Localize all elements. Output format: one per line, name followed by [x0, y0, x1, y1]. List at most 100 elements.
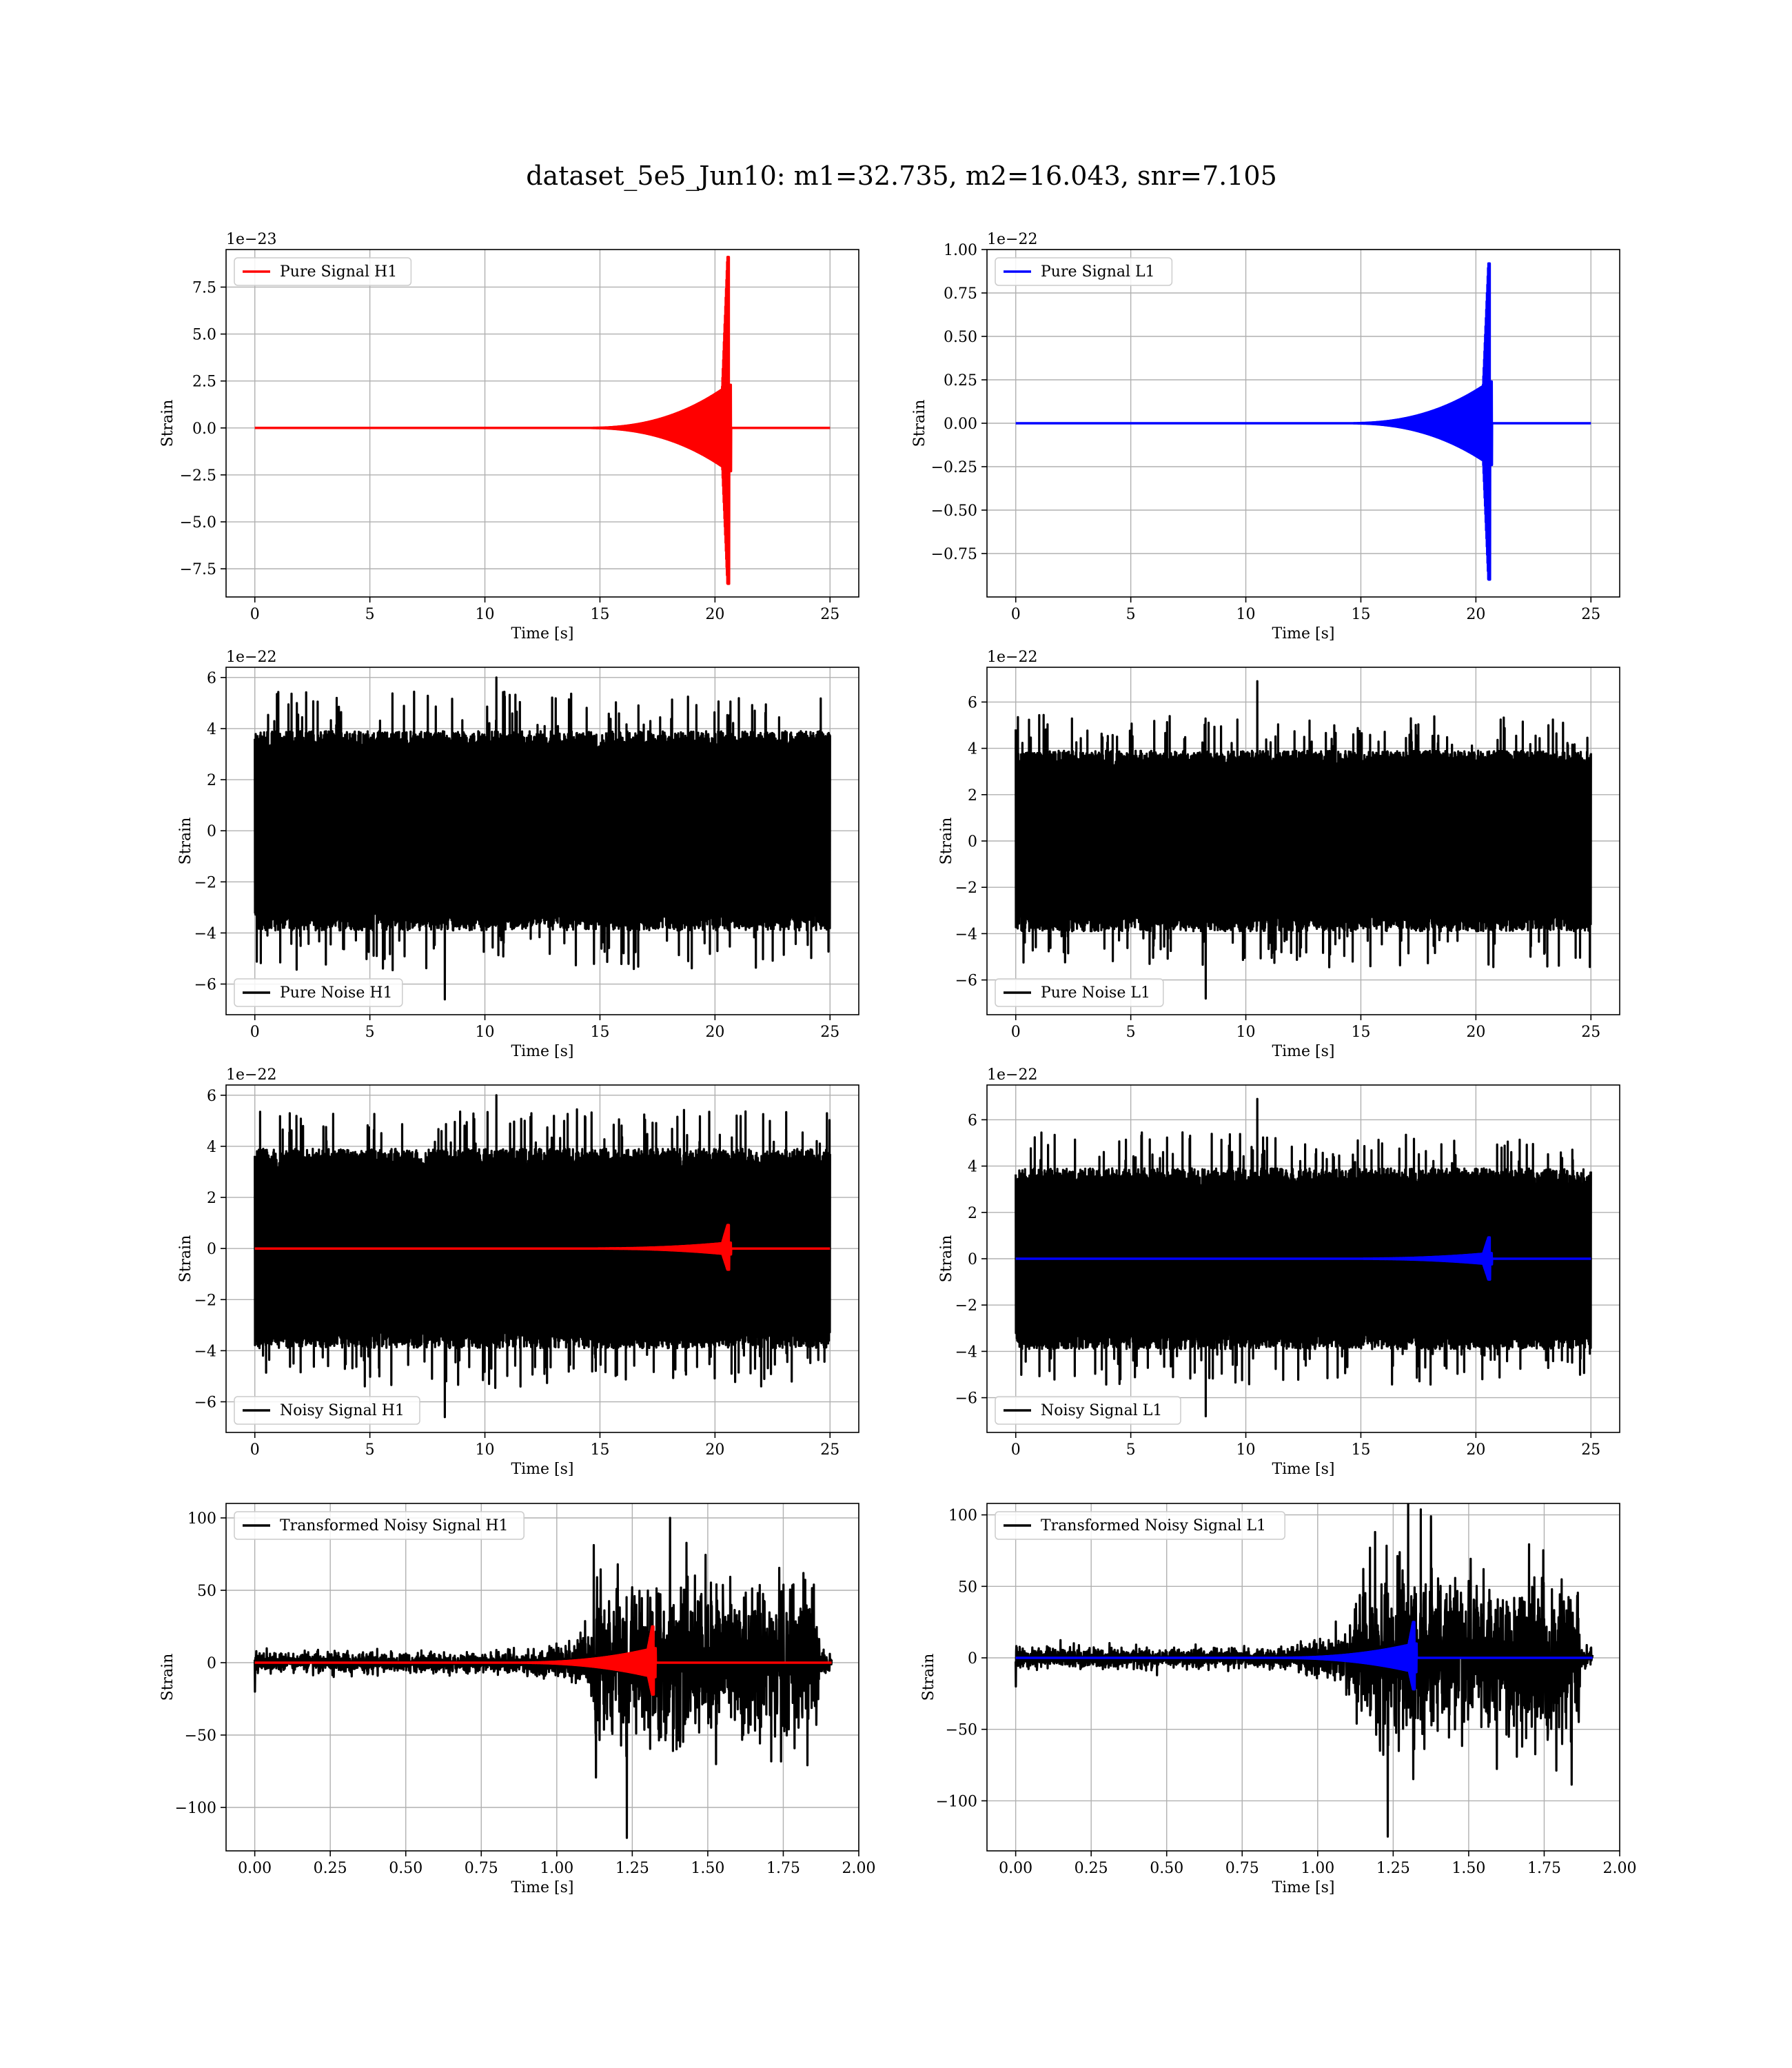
series-line: [1015, 262, 1592, 581]
legend-box: [995, 1396, 1181, 1425]
axes-frame: [225, 667, 859, 1015]
ticks: 0 5 10 15 20 25 −0.75 −0.50 −0.25 0.00 0.25 0.50 0.7…: [931, 242, 1601, 623]
ticks: 0.00 0.25 0.50 0.75 1.00 1.25 1.50 1.75 2.00 −100…: [175, 1510, 876, 1877]
y-axis-label: Strain: [938, 818, 955, 865]
legend-box: [995, 257, 1173, 286]
panel-1: 0 5 10 15 20 25 −7.5 −5.0 −2.5 0.0 2.5 5.0 7.5 Time […: [159, 231, 859, 642]
y-axis-label: Strain: [177, 818, 194, 865]
y-tick-label: 0.50: [944, 329, 977, 346]
x-tick-label: 5: [365, 606, 375, 623]
y-tick-label: 100: [948, 1508, 977, 1525]
series-line: [1015, 1503, 1594, 1838]
series-line: [254, 256, 831, 585]
x-tick-label: 25: [1581, 606, 1600, 623]
series-line: [254, 676, 831, 1001]
x-tick-label: 15: [590, 1441, 609, 1459]
x-tick-label: 0.25: [314, 1860, 347, 1877]
y-tick-label: −50: [185, 1727, 216, 1745]
legend: Transformed Noisy Signal H1: [234, 1511, 525, 1540]
figure-title: dataset_5e5_Jun10: m1=32.735, m2=16.043,…: [526, 161, 1277, 192]
ticks: 0 5 10 15 20 25 −7.5 −5.0 −2.5 0.0 2.5 5.0 7.5: [180, 279, 840, 623]
x-tick-label: 15: [1351, 606, 1370, 623]
x-tick-label: 0: [1011, 1441, 1021, 1459]
x-tick-label: 0.50: [389, 1860, 422, 1877]
legend-label: Transformed Noisy Signal L1: [1041, 1517, 1266, 1534]
y-tick-label: 0.75: [944, 285, 977, 303]
x-tick-label: 15: [590, 606, 609, 623]
x-tick-label: 20: [705, 606, 724, 623]
series-line: [1015, 1621, 1594, 1691]
y-tick-label: 4: [207, 1139, 216, 1156]
legend: Pure Noise H1: [234, 978, 403, 1007]
plot-area: [1015, 262, 1592, 581]
y-tick-label: −100: [175, 1800, 216, 1817]
y-tick-label: 0: [207, 1241, 216, 1258]
x-tick-label: 1.75: [766, 1860, 800, 1877]
legend: Pure Signal H1: [234, 257, 412, 286]
y-tick-label: −2: [194, 874, 216, 891]
ticks: 0.00 0.25 0.50 0.75 1.00 1.25 1.50 1.75 2.00 −100…: [936, 1508, 1637, 1877]
y-tick-label: −4: [955, 926, 977, 943]
x-tick-label: 0: [1011, 1024, 1021, 1041]
y-tick-label: −4: [955, 1344, 977, 1361]
axes-frame: [225, 1084, 859, 1433]
plot-area: [254, 676, 831, 1001]
x-axis-label: Time [s]: [1272, 625, 1334, 642]
y-tick-label: −6: [194, 1395, 216, 1412]
x-tick-label: 5: [365, 1024, 375, 1041]
x-tick-label: 0: [250, 606, 260, 623]
y-tick-label: −7.5: [180, 561, 216, 578]
legend-label: Noisy Signal L1: [1041, 1402, 1162, 1419]
plot-area: [254, 256, 831, 585]
axis-offset-label: 1e−22: [226, 649, 276, 666]
x-tick-label: 15: [590, 1024, 609, 1041]
panel-2: 0 5 10 15 20 25 −0.75 −0.50 −0.25 0.00 0.25 0.50 0.7…: [911, 231, 1620, 642]
x-tick-label: 1.50: [691, 1860, 724, 1877]
legend-label: Pure Signal L1: [1041, 263, 1155, 281]
x-tick-label: 5: [365, 1441, 375, 1459]
y-tick-label: 0: [968, 833, 977, 851]
x-tick-label: 20: [1466, 1441, 1485, 1459]
series-line: [254, 1094, 831, 1419]
series-line: [254, 1625, 833, 1696]
y-axis-label: Strain: [177, 1235, 194, 1283]
x-tick-label: 25: [820, 1024, 839, 1041]
y-axis-label: Strain: [159, 1654, 176, 1701]
x-tick-label: 1.25: [1376, 1860, 1410, 1877]
x-tick-label: 20: [705, 1024, 724, 1041]
series-line: [254, 1224, 831, 1271]
x-axis-label: Time [s]: [511, 1043, 573, 1060]
x-tick-label: 25: [820, 606, 839, 623]
x-tick-label: 1.75: [1527, 1860, 1561, 1877]
x-tick-label: 15: [1351, 1024, 1370, 1041]
y-tick-label: −6: [194, 977, 216, 994]
x-tick-label: 20: [1466, 1024, 1485, 1041]
axis-offset-label: 1e−22: [987, 649, 1037, 666]
x-tick-label: 5: [1126, 1441, 1136, 1459]
x-tick-label: 2.00: [1603, 1860, 1637, 1877]
x-tick-label: 25: [1581, 1441, 1600, 1459]
legend-box: [995, 1511, 1285, 1540]
legend-label: Pure Noise H1: [280, 984, 393, 1002]
y-tick-label: −6: [955, 973, 977, 990]
plot-area: [254, 1094, 831, 1419]
series-line: [1015, 680, 1592, 1000]
x-tick-label: 0.50: [1150, 1860, 1183, 1877]
y-tick-label: −100: [936, 1793, 977, 1810]
y-tick-label: 0: [968, 1251, 977, 1268]
axis-offset-label: 1e−23: [226, 231, 276, 248]
x-tick-label: 0.00: [238, 1860, 272, 1877]
series-line: [254, 1517, 833, 1839]
y-tick-label: −2.5: [180, 467, 216, 485]
x-tick-label: 15: [1351, 1441, 1370, 1459]
x-tick-label: 1.00: [1301, 1860, 1334, 1877]
y-tick-label: 2: [968, 1205, 977, 1222]
y-tick-label: 6: [968, 1112, 977, 1129]
y-tick-label: 0: [207, 1655, 216, 1672]
ticks: 0 5 10 15 20 25 −6 −4 −2 0 2 4 6: [194, 670, 840, 1041]
y-tick-label: −2: [194, 1292, 216, 1309]
y-tick-label: 6: [968, 694, 977, 711]
panel-3: 0 5 10 15 20 25 −6 −4 −2 0 2 4 6 Time [s] Strain 1e−22 P…: [177, 649, 859, 1060]
